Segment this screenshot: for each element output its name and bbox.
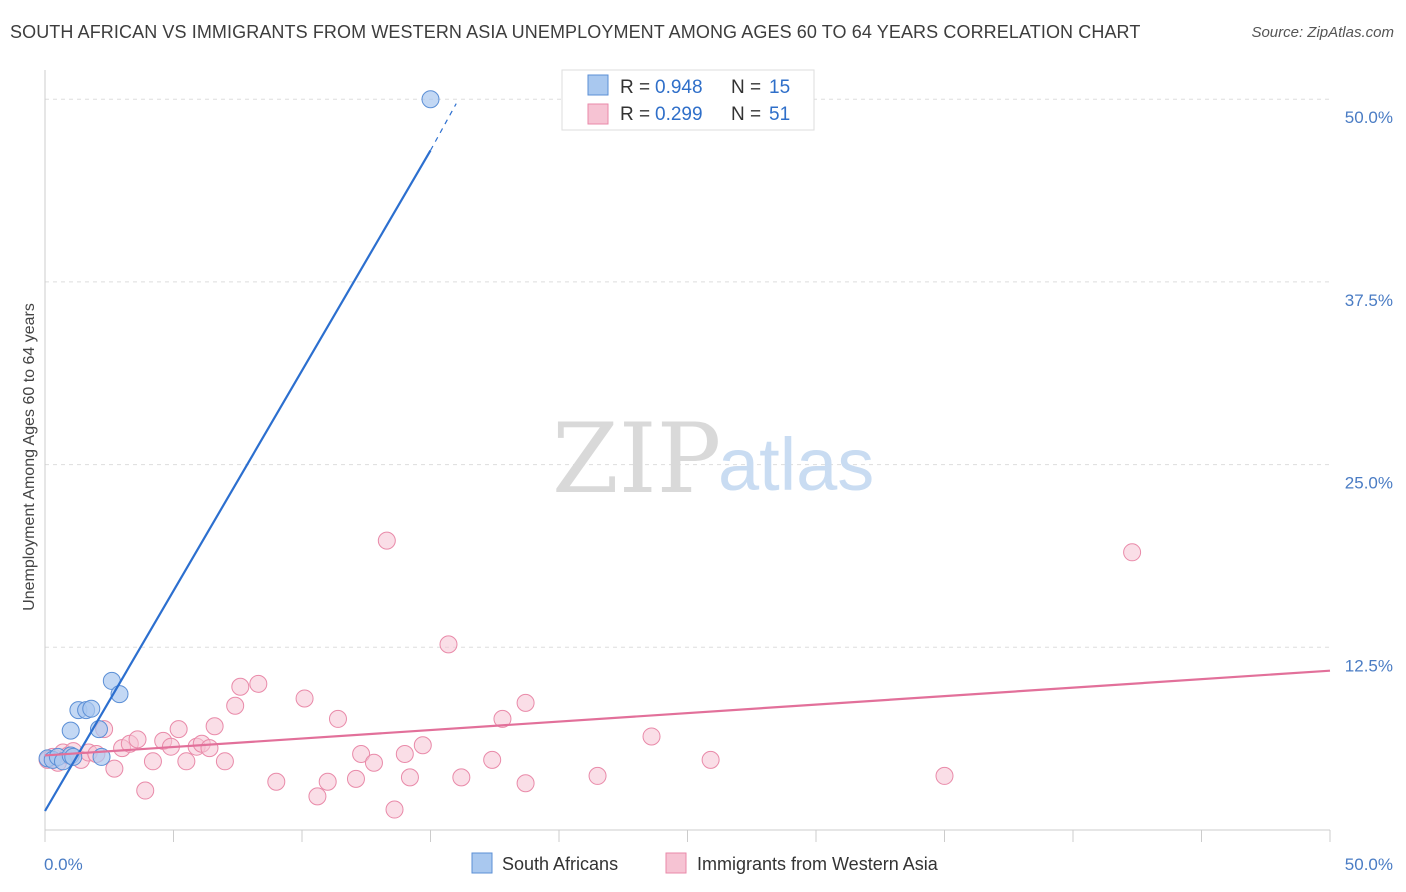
western-asia-point-45 bbox=[516, 774, 535, 793]
western-asia-point-23 bbox=[205, 717, 224, 736]
y-tick-label-1: 25.0% bbox=[1345, 474, 1393, 493]
south-africans-trend-extension bbox=[429, 103, 457, 151]
series-western-asia-points bbox=[38, 531, 1142, 819]
trend-lines bbox=[44, 103, 1331, 812]
y-tick-labels: 12.5% 25.0% 37.5% 50.0% bbox=[1345, 108, 1393, 675]
y-axis-label: Unemployment Among Ages 60 to 64 years bbox=[21, 303, 38, 611]
western-asia-point-40 bbox=[413, 736, 432, 755]
western-asia-point-22 bbox=[200, 739, 219, 758]
western-asia-point-25 bbox=[226, 696, 245, 715]
western-asia-point-13 bbox=[128, 730, 147, 749]
western-asia-point-38 bbox=[395, 745, 414, 763]
western-asia-point-50 bbox=[935, 766, 954, 785]
x-tick-label-min: 0.0% bbox=[44, 855, 83, 874]
western-asia-point-30 bbox=[308, 787, 327, 806]
western-asia-point-15 bbox=[143, 752, 162, 771]
western-asia-point-35 bbox=[364, 753, 383, 772]
western-asia-point-39 bbox=[400, 768, 419, 787]
watermark: ZIP atlas bbox=[552, 403, 874, 515]
series-south-africans-points bbox=[38, 90, 440, 771]
western-asia-point-41 bbox=[439, 635, 458, 654]
legend-r-value-pink: 0.299 bbox=[655, 104, 703, 125]
western-asia-trend-line bbox=[44, 669, 1331, 757]
axes bbox=[44, 70, 1331, 842]
western-asia-point-33 bbox=[346, 769, 365, 788]
western-asia-point-24 bbox=[215, 752, 234, 771]
legend-swatch-pink bbox=[587, 103, 609, 125]
western-asia-point-29 bbox=[295, 689, 314, 708]
source-label: Source: ZipAtlas.com bbox=[1251, 24, 1394, 41]
western-asia-point-46 bbox=[516, 693, 535, 712]
western-asia-point-27 bbox=[249, 674, 268, 693]
y-tick-label-3: 50.0% bbox=[1345, 108, 1393, 127]
chart-title: SOUTH AFRICAN VS IMMIGRANTS FROM WESTERN… bbox=[10, 22, 1141, 42]
y-tick-label-2: 37.5% bbox=[1345, 291, 1393, 310]
western-asia-point-42 bbox=[452, 768, 471, 787]
legend-swatch-blue bbox=[587, 74, 609, 96]
legend-r-label-blue: R = bbox=[620, 77, 650, 98]
legend-r-value-blue: 0.948 bbox=[655, 77, 703, 98]
western-asia-point-37 bbox=[385, 800, 404, 819]
bottom-legend-western-asia: Immigrants from Western Asia bbox=[697, 854, 939, 874]
watermark-zip: ZIP bbox=[552, 403, 721, 515]
legend-r-label-pink: R = bbox=[620, 104, 650, 125]
south-africans-point-9 bbox=[82, 699, 101, 718]
gridlines bbox=[45, 98, 1330, 648]
bottom-legend-south-africans: South Africans bbox=[502, 854, 618, 874]
western-asia-point-47 bbox=[588, 766, 607, 785]
western-asia-point-18 bbox=[169, 720, 188, 739]
watermark-atlas: atlas bbox=[718, 423, 874, 506]
south-africans-point-14 bbox=[421, 90, 440, 109]
legend-n-value-pink: 51 bbox=[769, 104, 790, 125]
western-asia-point-31 bbox=[318, 772, 337, 791]
western-asia-point-28 bbox=[267, 772, 286, 791]
legend-box: R = 0.948 N = 15 R = 0.299 N = 51 bbox=[561, 69, 815, 131]
bottom-legend: South Africans Immigrants from Western A… bbox=[471, 852, 939, 874]
x-tick-labels: 0.0% 50.0% bbox=[44, 855, 1393, 874]
y-tick-label-0: 12.5% bbox=[1345, 656, 1393, 675]
western-asia-point-34 bbox=[352, 745, 371, 763]
bottom-legend-swatch-blue bbox=[471, 852, 493, 874]
western-asia-point-44 bbox=[493, 709, 512, 728]
bottom-legend-swatch-pink bbox=[665, 852, 687, 874]
western-asia-point-43 bbox=[483, 750, 502, 769]
western-asia-point-51 bbox=[1123, 543, 1142, 562]
western-asia-point-26 bbox=[231, 677, 250, 696]
western-asia-point-19 bbox=[177, 752, 196, 771]
western-asia-point-49 bbox=[701, 750, 720, 769]
x-tick-label-max: 50.0% bbox=[1345, 855, 1393, 874]
legend-n-value-blue: 15 bbox=[769, 77, 790, 98]
western-asia-point-36 bbox=[377, 531, 396, 550]
western-asia-point-48 bbox=[642, 727, 661, 746]
south-africans-point-5 bbox=[61, 721, 80, 740]
legend-n-label-pink: N = bbox=[731, 104, 761, 125]
legend-n-label-blue: N = bbox=[731, 77, 761, 98]
south-africans-trend-line bbox=[44, 149, 432, 812]
western-asia-point-32 bbox=[328, 709, 347, 728]
western-asia-point-14 bbox=[136, 781, 155, 800]
western-asia-point-10 bbox=[105, 759, 124, 778]
